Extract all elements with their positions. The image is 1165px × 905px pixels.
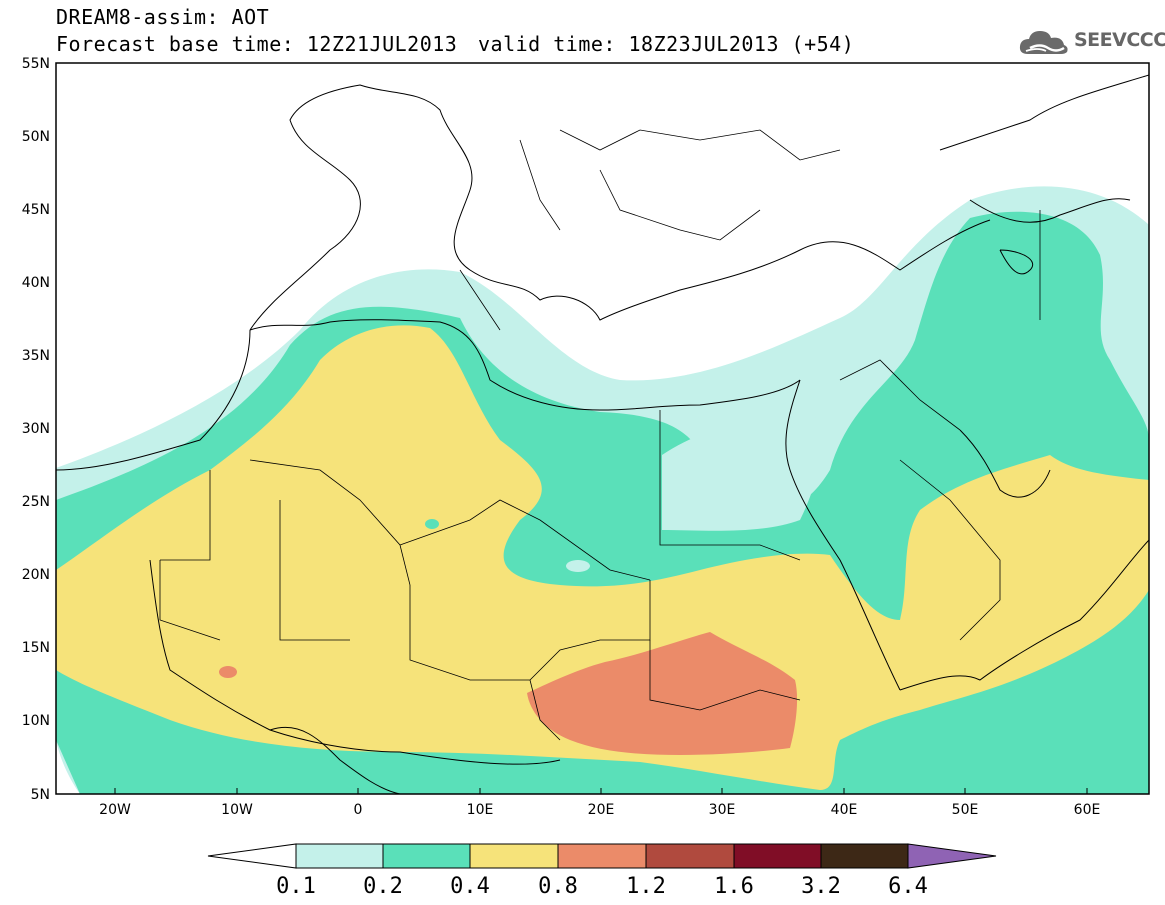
lon-label: 40E — [831, 802, 858, 818]
colorbar-over-arrow — [907, 843, 997, 869]
lat-label: 15N — [22, 640, 50, 656]
map-frame — [55, 62, 1150, 795]
colorbar-bin — [295, 843, 384, 869]
map-title: DREAM8-assim: AOT — [56, 5, 270, 29]
lon-label: 30E — [709, 802, 736, 818]
colorbar-label: 0.2 — [363, 874, 403, 899]
lon-label: 0 — [354, 802, 363, 818]
lat-label: 10N — [22, 713, 50, 729]
aot-region-high — [527, 632, 798, 755]
lon-label: 10E — [467, 802, 494, 818]
colorbar-bin — [469, 843, 559, 869]
lat-label: 5N — [31, 787, 50, 803]
lat-label: 45N — [22, 202, 50, 218]
lon-label: 50E — [952, 802, 979, 818]
forecast-base-time: Forecast base time: 12Z21JUL2013 — [56, 32, 458, 56]
lon-label: 10W — [221, 802, 253, 818]
logo-text: SEEVCCC — [1074, 29, 1165, 51]
lat-label: 55N — [22, 56, 50, 72]
axis-ticks — [114, 788, 1088, 794]
seevccc-logo: SEEVCCC — [1018, 24, 1165, 60]
lat-label: 25N — [22, 494, 50, 510]
colorbar-label: 0.4 — [450, 874, 490, 899]
lat-label: 40N — [22, 275, 50, 291]
aot-region-moderate — [56, 325, 1149, 790]
colorbar-bin — [820, 843, 909, 869]
lat-label: 35N — [22, 348, 50, 364]
coastlines — [56, 74, 1149, 794]
colorbar-under-arrow — [207, 843, 297, 869]
colorbar-bin — [645, 843, 735, 869]
colorbar-label: 0.8 — [538, 874, 578, 899]
colorbar-bin — [557, 843, 647, 869]
colorbar-label: 1.6 — [714, 874, 754, 899]
colorbar-label: 6.4 — [888, 874, 928, 899]
lat-label: 20N — [22, 567, 50, 583]
colorbar-bin — [382, 843, 471, 869]
colorbar-bin — [733, 843, 822, 869]
cloud-icon — [1019, 31, 1068, 54]
lat-label: 30N — [22, 421, 50, 437]
colorbar-label: 1.2 — [626, 874, 666, 899]
lon-label: 20W — [99, 802, 131, 818]
country-borders — [159, 129, 1041, 741]
colorbar-label: 3.2 — [801, 874, 841, 899]
aot-region-high — [219, 666, 237, 678]
lon-label: 20E — [588, 802, 615, 818]
lon-label: 60E — [1074, 802, 1101, 818]
aot-region-very-low — [662, 410, 821, 531]
colorbar-label: 0.1 — [276, 874, 316, 899]
aot-region-very-low — [566, 560, 590, 572]
lat-label: 50N — [22, 129, 50, 145]
valid-time: valid time: 18Z23JUL2013 (+54) — [478, 32, 855, 56]
aot-region-low — [425, 519, 439, 529]
